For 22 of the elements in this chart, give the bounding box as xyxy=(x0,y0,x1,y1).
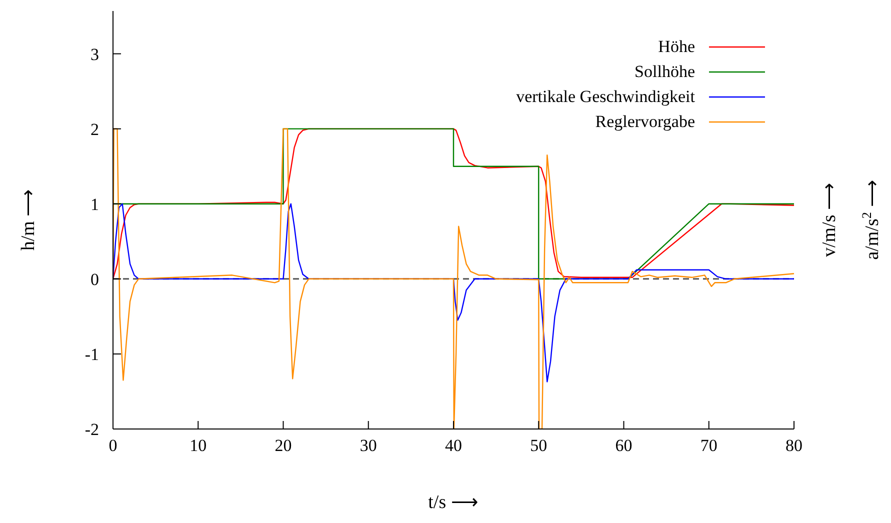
x-tick-label: 50 xyxy=(530,436,548,456)
x-tick-label: 70 xyxy=(700,436,718,456)
y-tick-label: -2 xyxy=(84,420,99,440)
x-tick-label: 40 xyxy=(445,436,462,456)
y-tick-label: 2 xyxy=(90,120,99,139)
x-tick-label: 10 xyxy=(190,436,207,456)
x-tick-label: 0 xyxy=(108,436,118,456)
x-tick-label: 80 xyxy=(786,436,802,456)
text: v/m/s ⟶ xyxy=(819,183,840,257)
y-tick-label: 3 xyxy=(90,44,99,64)
legend-label: Sollhöhe xyxy=(634,62,695,82)
x-tick-label: 60 xyxy=(615,436,632,456)
x-tick-label: 20 xyxy=(274,436,292,456)
legend-label: Reglervorgabe xyxy=(595,112,695,132)
y-tick-label: 0 xyxy=(90,270,99,289)
x-tick-label: 30 xyxy=(360,436,377,456)
y-tick-label: 1 xyxy=(90,194,99,214)
legend-label: Höhe xyxy=(658,36,695,56)
y-axis-title: h/m ⟶ xyxy=(18,189,39,251)
legend-label: vertikale Geschwindigkeit xyxy=(516,86,695,106)
x-axis-title: t/s ⟶ xyxy=(428,492,478,513)
y-tick-label: -1 xyxy=(84,344,99,364)
